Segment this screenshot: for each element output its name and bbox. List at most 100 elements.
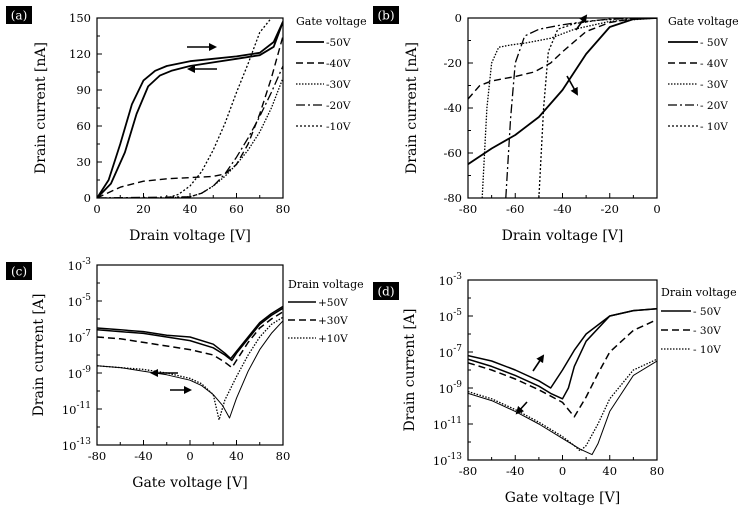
sweep-direction-arrow xyxy=(566,75,578,96)
plot-frame xyxy=(467,17,658,199)
series-line-c-4 xyxy=(97,320,283,419)
series-line-a-0 xyxy=(97,21,283,198)
series-line-a-2 xyxy=(97,35,283,198)
sweep-direction-arrow xyxy=(575,14,588,31)
y-tick-label: 60 xyxy=(76,119,91,133)
x-tick-label: 40 xyxy=(183,202,198,216)
y-tick-label: 10-9 xyxy=(439,380,463,396)
chart-panel-b: (b) -80 -60 -40 -20 0 -80 -60 -40 -20 0 Drain volta… xyxy=(373,6,739,244)
x-tick-label: -80 xyxy=(459,464,478,478)
y-tick-label: 10-5 xyxy=(68,293,92,309)
legend-entry: +10V xyxy=(318,333,348,345)
legend-title: Gate voltage xyxy=(668,15,739,28)
legend-entry: -50V xyxy=(326,37,351,49)
legend-entry: - 40V xyxy=(700,58,728,70)
series-line-c-2 xyxy=(97,311,283,369)
y-tick-label: 0 xyxy=(455,11,462,25)
x-tick-label: 60 xyxy=(229,202,244,216)
y-tick-label: 10-11 xyxy=(62,401,91,417)
y-tick-label: 150 xyxy=(69,11,91,25)
series-line-d-4 xyxy=(468,360,657,456)
x-tick-label: 80 xyxy=(276,202,291,216)
y-tick-label: 10-3 xyxy=(439,272,463,288)
y-tick-label: 10-13 xyxy=(433,452,462,468)
y-axis-label: Drain current [A] xyxy=(31,294,47,417)
sweep-direction-arrow xyxy=(532,354,545,372)
x-tick-label: -40 xyxy=(134,449,153,463)
x-axis-label: Gate voltage [V] xyxy=(505,490,620,506)
x-tick-label: 20 xyxy=(136,202,151,216)
series-line-b-3 xyxy=(505,18,657,198)
y-tick-label: -40 xyxy=(443,101,462,115)
panel-label-b: (b) xyxy=(373,6,399,24)
y-tick-label: 10-13 xyxy=(62,437,91,453)
y-tick-label: 0 xyxy=(84,191,91,205)
series-line-d-1 xyxy=(468,308,657,400)
legend-entry: +50V xyxy=(318,297,348,309)
legend: Drain voltage +50V +30V +10V xyxy=(288,278,364,345)
sweep-direction-arrow xyxy=(515,401,528,415)
x-axis-label: Gate voltage [V] xyxy=(132,475,247,491)
series-line-a-1 xyxy=(97,21,283,198)
legend: Gate voltage - 50V - 40V - 30V - 20V - 10V xyxy=(668,15,739,133)
x-tick-label: 80 xyxy=(276,449,291,463)
chart-panel-d: (d) -80 -40 0 40 80 10-13 10-11 10-9 10-7 10-5 10-3… xyxy=(373,272,737,506)
series-line-d-2 xyxy=(468,318,657,418)
panel-label-box xyxy=(6,262,32,280)
x-axis-label: Drain voltage [V] xyxy=(129,228,251,244)
legend-title: Drain voltage xyxy=(661,286,737,299)
legend-entry: - 30V xyxy=(700,79,728,91)
panel-label-d: (d) xyxy=(373,282,399,300)
series-line-b-2 xyxy=(481,18,657,198)
legend-entry: - 10V xyxy=(700,121,728,133)
chart-panel-c: (c) -80 -40 0 40 80 10-13 10-11 10-9 10-7 10-5 10-3… xyxy=(6,257,364,491)
x-tick-label: 0 xyxy=(186,449,193,463)
y-tick-label: 10-3 xyxy=(68,257,92,273)
y-tick-label: 30 xyxy=(76,155,91,169)
series-line-d-0 xyxy=(468,308,657,389)
y-tick-label: 120 xyxy=(69,47,91,61)
panel-label-text: (b) xyxy=(377,9,394,23)
y-tick-label: 90 xyxy=(76,83,91,97)
chart-panel-a: (a) 0 20 40 60 80 0 30 60 90 120 150 Drain voltage [… xyxy=(6,6,367,244)
panel-label-text: (d) xyxy=(377,285,394,299)
panel-label-c: (c) xyxy=(6,262,32,280)
x-tick-label: 40 xyxy=(602,464,617,478)
legend-entry: -40V xyxy=(326,58,351,70)
y-tick-label: 10-9 xyxy=(68,365,92,381)
legend-entry: -20V xyxy=(326,100,351,112)
legend: Gate voltage -50V -40V -30V -20V -10V xyxy=(296,15,367,133)
legend-entry: - 10V xyxy=(693,344,721,356)
series-line-a-3 xyxy=(97,77,283,198)
panel-label-box xyxy=(373,282,399,300)
x-tick-label: -40 xyxy=(553,202,572,216)
y-axis-label: Drain current [nA] xyxy=(404,42,420,174)
legend-title: Drain voltage xyxy=(288,278,364,291)
series-line-d-3 xyxy=(468,358,657,452)
y-axis-label: Drain current [nA] xyxy=(33,42,49,174)
legend-entry: -10V xyxy=(326,121,351,133)
x-tick-label: -80 xyxy=(88,449,107,463)
y-axis-label: Drain current [A] xyxy=(402,309,418,432)
legend-entry: - 50V xyxy=(700,37,728,49)
panel-label-a: (a) xyxy=(6,6,32,24)
x-tick-label: 40 xyxy=(229,449,244,463)
panel-label-box xyxy=(373,6,399,24)
x-tick-label: -80 xyxy=(459,202,478,216)
x-tick-label: 0 xyxy=(653,202,660,216)
x-tick-label: 80 xyxy=(650,464,665,478)
y-tick-label: -20 xyxy=(443,56,462,70)
series-line-b-1 xyxy=(468,18,657,100)
series-line-a-4 xyxy=(97,65,283,198)
legend-entry: -30V xyxy=(326,79,351,91)
plot-frame xyxy=(96,264,284,446)
legend-entry: - 50V xyxy=(693,306,721,318)
series-line-c-1 xyxy=(97,307,283,362)
y-tick-label: -60 xyxy=(443,146,462,160)
y-tick-label: 10-7 xyxy=(68,329,92,345)
series-line-b-4 xyxy=(538,18,657,198)
panel-label-box xyxy=(6,6,32,24)
series-line-c-0 xyxy=(97,305,283,360)
legend-title: Gate voltage xyxy=(296,15,367,28)
